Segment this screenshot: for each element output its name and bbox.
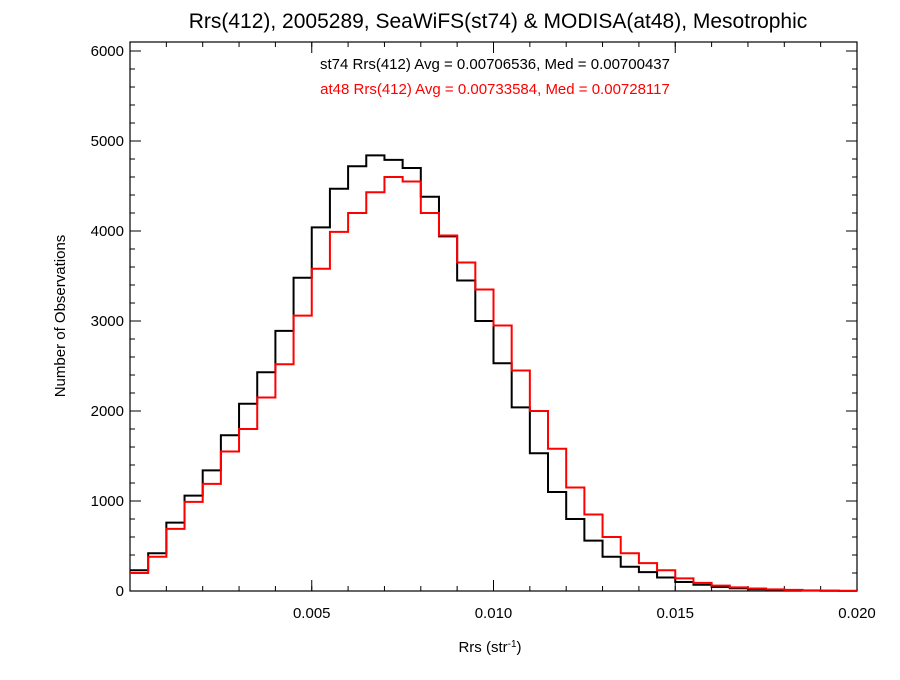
x-axis-label: Rrs (str-1) [458, 639, 521, 656]
y-axis-label: Number of Observations [52, 235, 69, 398]
y-tick-label: 4000 [91, 223, 124, 240]
x-tick-label: 0.010 [475, 605, 513, 622]
chart-title: Rrs(412), 2005289, SeaWiFS(st74) & MODIS… [189, 10, 808, 33]
x-axis-label-sup: -1 [508, 639, 517, 650]
st74-stats-annotation: st74 Rrs(412) Avg = 0.00706536, Med = 0.… [320, 56, 670, 73]
at48-stats-annotation: at48 Rrs(412) Avg = 0.00733584, Med = 0.… [320, 81, 670, 98]
y-tick-label: 3000 [91, 313, 124, 330]
x-axis-label-main: Rrs (str [458, 639, 507, 656]
y-tick-label: 6000 [91, 43, 124, 60]
x-tick-label: 0.015 [656, 605, 694, 622]
y-tick-label: 5000 [91, 133, 124, 150]
axis-ticks [129, 42, 858, 592]
y-tick-label: 0 [116, 583, 124, 600]
y-tick-label: 1000 [91, 493, 124, 510]
series-at48-histogram [130, 176, 858, 592]
x-axis-label-close: ) [517, 639, 522, 656]
y-tick-label: 2000 [91, 403, 124, 420]
series-st74-histogram [130, 154, 858, 592]
x-tick-label: 0.005 [293, 605, 331, 622]
axis-tick-labels: 0.005 0.010 0.015 0.020 0 1000 2000 3000 4000 500… [91, 43, 876, 622]
x-tick-label: 0.020 [838, 605, 876, 622]
data-series [130, 154, 858, 592]
